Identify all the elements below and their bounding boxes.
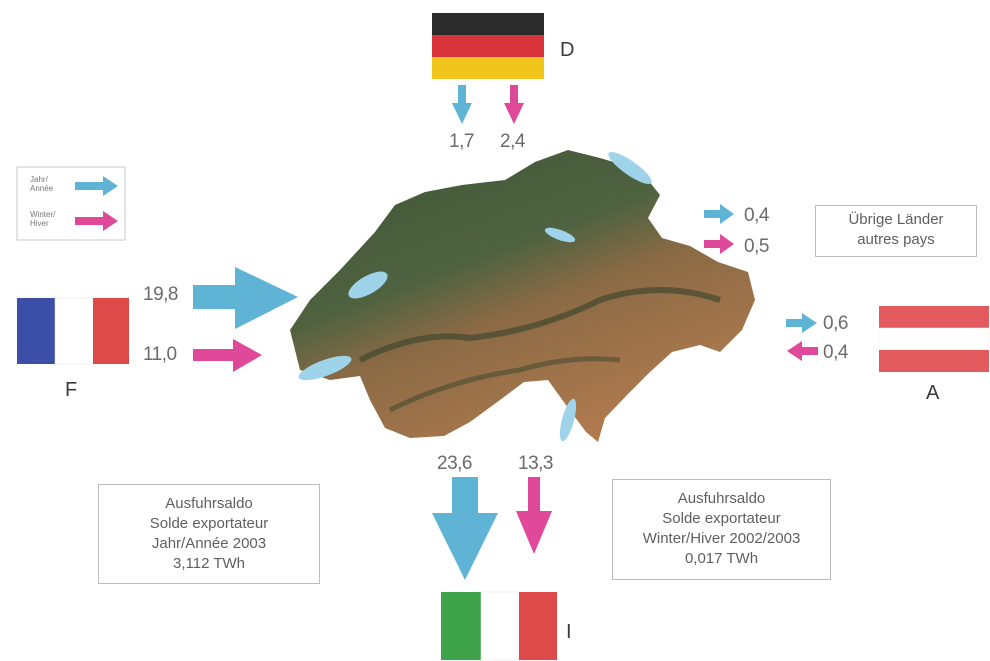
switzerland-relief-map — [290, 150, 755, 442]
year-box-line3: Jahr/Année 2003 — [151, 535, 267, 552]
legend-winter-label: Winter/ Hiver — [30, 210, 56, 228]
germany-winter-arrow — [504, 85, 524, 124]
legend-year-arrow — [75, 176, 118, 196]
austria-flag — [878, 306, 990, 372]
italy-flag — [441, 591, 557, 661]
france-flag — [17, 297, 129, 365]
others-label-fr: autres pays — [857, 231, 935, 248]
italy-winter-value: 13,3 — [518, 453, 553, 474]
germany-year-value: 1,7 — [449, 131, 474, 152]
france-year-arrow — [193, 267, 298, 329]
others-box: Übrige Länder autres pays — [815, 205, 977, 257]
winter-box-line1: Ausfuhrsaldo — [677, 490, 766, 507]
austria-winter-arrow — [787, 341, 818, 361]
year-box-line2: Solde exportateur — [149, 515, 269, 532]
lake-geneva — [298, 355, 352, 381]
germany-code: D — [560, 39, 575, 61]
others-year-arrow — [704, 204, 734, 224]
year-box-line4: 3,112 TWh — [173, 555, 245, 572]
legend-year-label: Jahr/ Année — [30, 175, 54, 193]
france-year-value: 19,8 — [143, 284, 178, 305]
year-balance-box: Ausfuhrsaldo Solde exportateur Jahr/Anné… — [98, 484, 320, 584]
france-code: F — [65, 379, 78, 401]
italy-winter-arrow — [516, 477, 552, 554]
germany-winter-value: 2,4 — [500, 131, 525, 152]
lake-maggiore — [559, 398, 577, 442]
austria-year-value: 0,6 — [823, 313, 848, 334]
lake-constance — [608, 152, 652, 184]
winter-box-line4: 0,017 TWh — [684, 550, 759, 567]
others-year-value: 0,4 — [744, 205, 769, 226]
france-winter-value: 11,0 — [143, 344, 177, 365]
lake-lucerne — [544, 227, 576, 243]
year-box-line1: Ausfuhrsaldo — [165, 495, 253, 512]
others-winter-value: 0,5 — [744, 236, 769, 257]
lake-neuchatel — [348, 271, 388, 299]
winter-box-line3: Winter/Hiver 2002/2003 — [642, 530, 801, 547]
germany-flag — [432, 13, 544, 79]
others-winter-arrow — [704, 234, 734, 254]
austria-winter-value: 0,4 — [823, 342, 848, 363]
germany-year-arrow — [452, 85, 472, 124]
winter-box-line2: Solde exportateur — [662, 510, 781, 527]
austria-code: A — [926, 382, 940, 404]
austria-year-arrow — [786, 313, 817, 333]
france-winter-arrow — [193, 339, 262, 372]
others-label-de: Übrige Länder — [848, 211, 944, 228]
legend-winter-arrow — [75, 211, 118, 231]
italy-year-arrow — [432, 477, 498, 580]
italy-code: I — [566, 621, 572, 643]
winter-balance-box: Ausfuhrsaldo Solde exportateur Winter/Hi… — [612, 479, 831, 580]
italy-year-value: 23,6 — [437, 453, 472, 474]
